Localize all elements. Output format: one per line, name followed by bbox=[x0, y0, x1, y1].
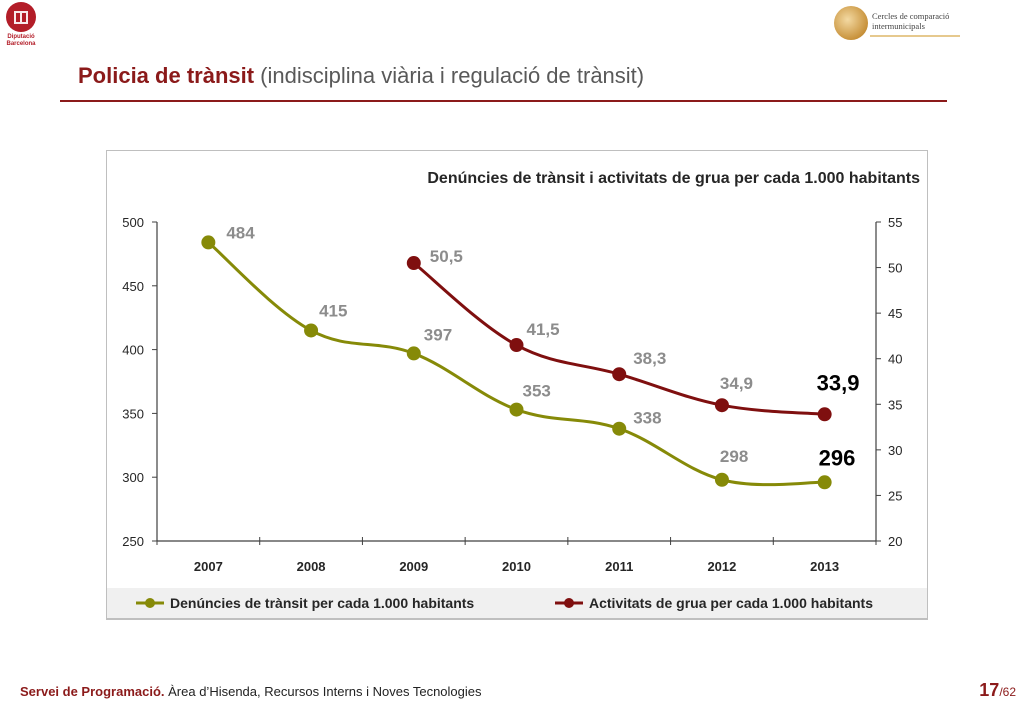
y-right-tick-label: 30 bbox=[888, 443, 902, 458]
y-right-tick-label: 40 bbox=[888, 352, 902, 367]
diputacio-logo: Diputació Barcelona bbox=[4, 2, 38, 52]
footer-org-strong: Servei de Programació. bbox=[20, 684, 165, 699]
y-left-tick-label: 500 bbox=[122, 215, 144, 230]
cercles-brand: Cercles de comparació intermunicipals bbox=[834, 4, 960, 44]
y-right-tick-label: 55 bbox=[888, 215, 902, 230]
brand-line2: intermunicipals bbox=[872, 21, 925, 31]
data-point-1 bbox=[201, 235, 216, 250]
page-counter: 17/62 bbox=[979, 680, 1016, 701]
legend-label-2: Activitats de grua per cada 1.000 habita… bbox=[589, 595, 873, 611]
data-point-2 bbox=[612, 367, 627, 382]
data-label-1: 415 bbox=[319, 301, 347, 320]
data-point-2 bbox=[406, 256, 421, 271]
x-tick-label: 2008 bbox=[297, 559, 326, 574]
x-tick-label: 2013 bbox=[810, 559, 839, 574]
legend-band bbox=[106, 588, 928, 619]
data-point-1 bbox=[304, 323, 319, 338]
y-left-tick-label: 300 bbox=[122, 470, 144, 485]
data-label-2: 50,5 bbox=[430, 247, 463, 266]
page-number: 17 bbox=[979, 680, 1000, 700]
y-right-tick-label: 20 bbox=[888, 534, 902, 549]
data-label-2: 41,5 bbox=[527, 320, 560, 339]
y-right-tick-label: 35 bbox=[888, 397, 902, 412]
footer-org-rest: Àrea d’Hisenda, Recursos Interns i Noves… bbox=[164, 684, 482, 699]
y-right-tick-label: 25 bbox=[888, 488, 902, 503]
legend-marker-1 bbox=[145, 598, 155, 608]
logo-text-line2: Barcelona bbox=[6, 41, 36, 47]
series-line-2 bbox=[412, 261, 825, 416]
data-label-2: 38,3 bbox=[633, 349, 666, 368]
data-label-1: 296 bbox=[819, 445, 856, 470]
data-label-1: 484 bbox=[226, 223, 255, 242]
chart-frame bbox=[106, 150, 928, 620]
page-title-strong: Policia de trànsit bbox=[78, 63, 255, 88]
page-title-rest: (indisciplina viària i regulació de tràn… bbox=[254, 63, 645, 88]
data-label-1: 353 bbox=[523, 382, 551, 401]
data-point-1 bbox=[714, 472, 729, 487]
page-total: /62 bbox=[999, 685, 1016, 699]
data-point-1 bbox=[406, 346, 421, 361]
brand-line1: Cercles de comparació bbox=[872, 11, 950, 21]
x-tick-label: 2009 bbox=[399, 559, 428, 574]
legend-marker-2 bbox=[564, 598, 574, 608]
coat-of-arms-icon bbox=[6, 2, 36, 32]
data-label-2: 33,9 bbox=[817, 370, 860, 395]
legend-label-1: Denúncies de trànsit per cada 1.000 habi… bbox=[170, 595, 474, 611]
data-point-1 bbox=[612, 421, 627, 436]
data-label-1: 338 bbox=[633, 409, 661, 428]
x-tick-label: 2012 bbox=[707, 559, 736, 574]
x-tick-label: 2007 bbox=[194, 559, 223, 574]
y-right-tick-label: 45 bbox=[888, 306, 902, 321]
y-left-tick-label: 350 bbox=[122, 406, 144, 421]
data-label-2: 34,9 bbox=[720, 374, 753, 393]
page-title: Policia de trànsit (indisciplina viària … bbox=[78, 63, 644, 89]
brand-underline bbox=[870, 35, 960, 37]
data-point-2 bbox=[817, 407, 832, 422]
y-left-tick-label: 250 bbox=[122, 534, 144, 549]
chart-title: Denúncies de trànsit i activitats de gru… bbox=[427, 170, 920, 187]
footer-org: Servei de Programació. Àrea d’Hisenda, R… bbox=[20, 684, 482, 699]
data-label-1: 298 bbox=[720, 447, 748, 466]
province-map-icon bbox=[834, 6, 868, 40]
data-point-2 bbox=[509, 338, 524, 353]
data-label-1: 397 bbox=[424, 325, 452, 344]
logo-text-line1: Diputació bbox=[7, 34, 35, 40]
data-point-2 bbox=[714, 398, 729, 413]
y-right-tick-label: 50 bbox=[888, 261, 902, 276]
data-point-1 bbox=[509, 402, 524, 417]
x-tick-label: 2011 bbox=[605, 559, 633, 574]
y-left-tick-label: 450 bbox=[122, 279, 144, 294]
title-divider bbox=[60, 100, 947, 102]
y-left-tick-label: 400 bbox=[122, 343, 144, 358]
x-tick-label: 2010 bbox=[502, 559, 531, 574]
data-point-1 bbox=[817, 475, 832, 490]
